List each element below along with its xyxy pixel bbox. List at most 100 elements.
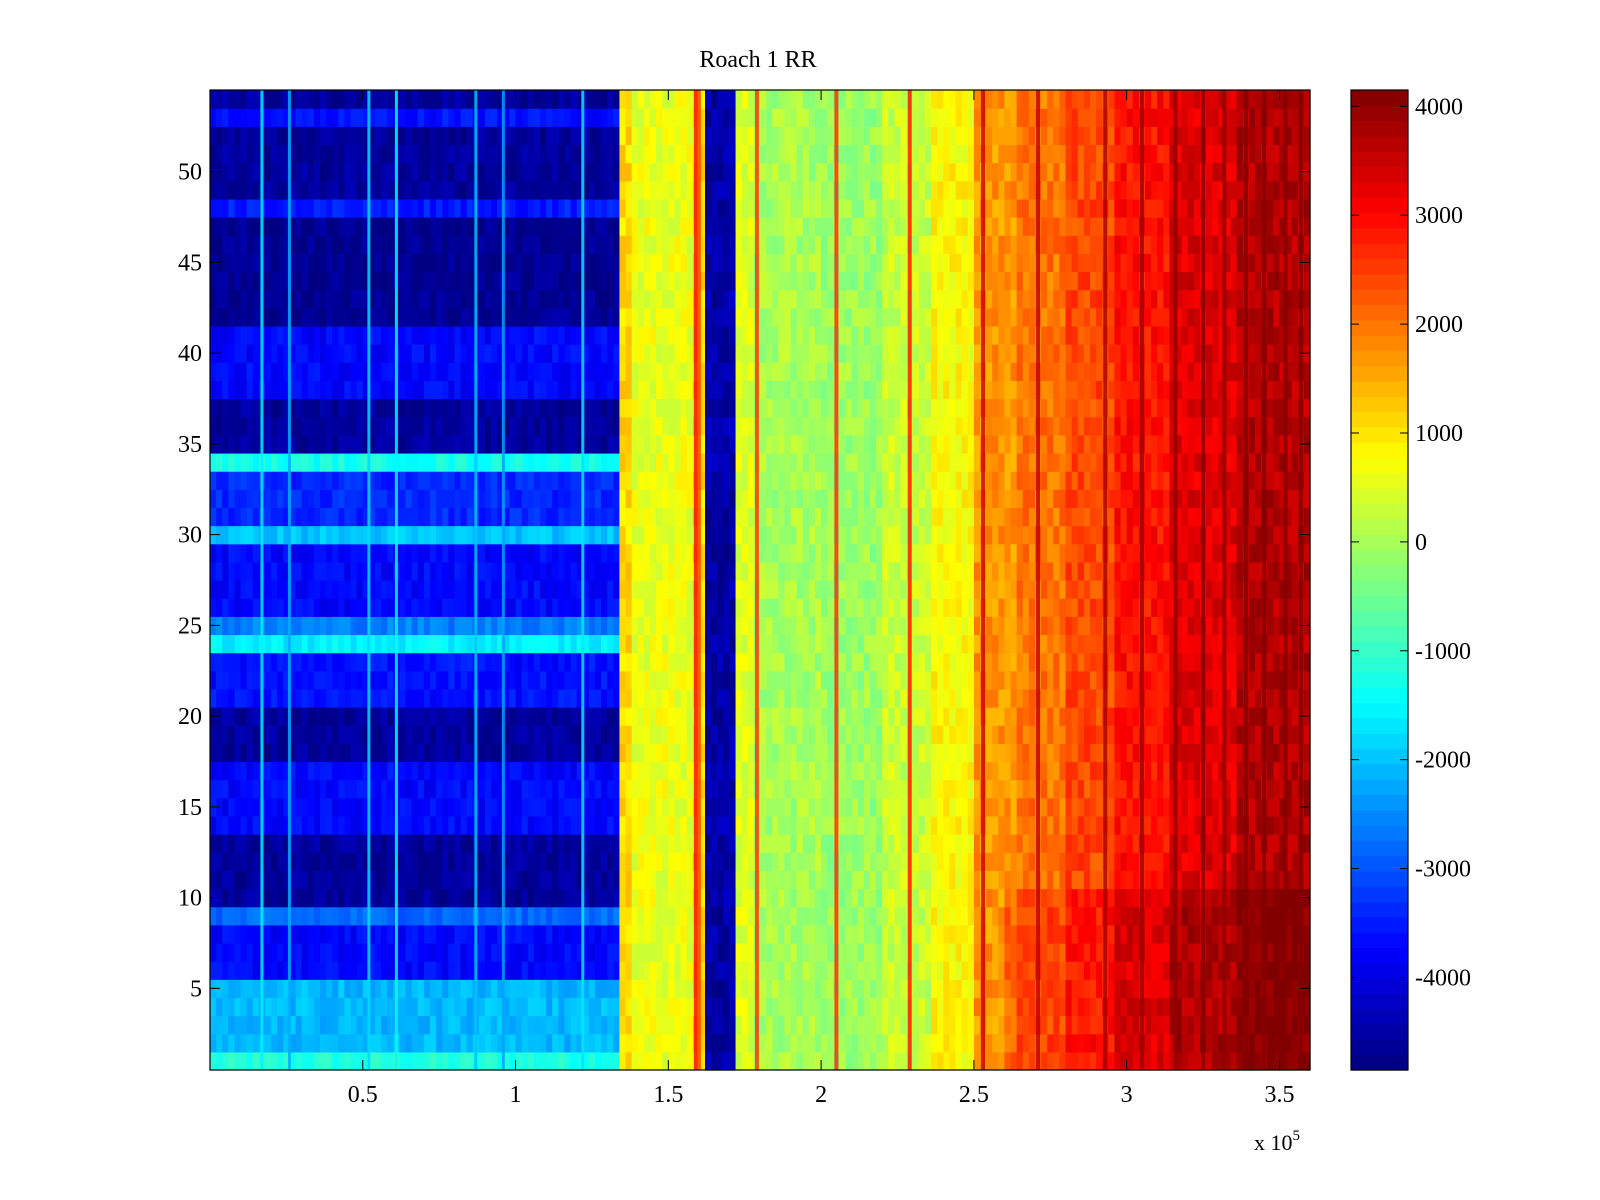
heatmap-cell [662, 834, 669, 853]
heatmap-cell [1291, 906, 1299, 926]
heatmap-cell [588, 761, 596, 781]
heatmap-cell [937, 743, 944, 763]
heatmap-cell [790, 688, 798, 708]
heatmap-cell [289, 979, 297, 999]
heatmap-cell [778, 924, 786, 944]
heatmap-cell [295, 997, 303, 1017]
heatmap-cell [967, 725, 975, 744]
heatmap-cell [839, 961, 847, 980]
heatmap-cell [656, 616, 663, 636]
heatmap-cell [863, 834, 871, 853]
heatmap-cell [1114, 725, 1122, 744]
heatmap-cell [967, 797, 975, 817]
heatmap-cell [1224, 997, 1232, 1017]
heatmap-cell [680, 561, 688, 581]
heatmap-cell [1279, 670, 1287, 690]
heatmap-cell [301, 961, 309, 980]
heatmap-cell [1193, 815, 1201, 835]
heatmap-cell [821, 670, 828, 690]
heatmap-cell [961, 761, 969, 781]
heatmap-cell [491, 888, 498, 908]
heatmap-cell [338, 688, 346, 708]
heatmap-cell [1279, 761, 1287, 781]
heatmap-cell [1096, 870, 1103, 890]
heatmap-cell [760, 761, 767, 781]
heatmap-cell [967, 761, 975, 781]
heatmap-cells [210, 90, 1311, 1071]
heatmap-cell [368, 598, 376, 617]
heatmap-cell [521, 688, 529, 708]
heatmap-cell [1108, 888, 1116, 908]
heatmap-cell [582, 634, 590, 654]
heatmap-cell [454, 688, 462, 708]
heatmap-cell [1163, 1051, 1171, 1071]
heatmap-cell [503, 834, 511, 853]
heatmap-cell [1047, 979, 1054, 999]
heatmap-cell [387, 924, 394, 944]
heatmap-cell [436, 888, 443, 908]
heatmap-cell [888, 1051, 896, 1071]
heatmap-cell [1175, 797, 1183, 817]
heatmap-cell [430, 634, 437, 654]
heatmap-cell [741, 852, 749, 871]
heatmap-cell [863, 815, 871, 835]
heatmap-cell [509, 942, 517, 962]
heatmap-cell [1132, 1015, 1140, 1035]
heatmap-cell [1218, 743, 1226, 763]
heatmap-cell [332, 961, 339, 980]
heatmap-cell [454, 707, 462, 726]
heatmap-cell [760, 924, 767, 944]
heatmap-cell [937, 761, 944, 781]
heatmap-cell [882, 815, 889, 835]
heatmap-cell [570, 870, 578, 890]
heatmap-cell [368, 1051, 376, 1071]
heatmap-cell [882, 942, 889, 962]
heatmap-cell [1053, 870, 1061, 890]
heatmap-cell [497, 761, 504, 781]
heatmap-cell [925, 924, 932, 944]
heatmap-cell [515, 688, 523, 708]
heatmap-cell [1041, 834, 1048, 853]
heatmap-cell [375, 652, 382, 672]
heatmap-cell [313, 924, 321, 944]
heatmap-cell [1120, 761, 1128, 781]
heatmap-cell [925, 707, 932, 726]
heatmap-cell [857, 561, 865, 581]
heatmap-cell [650, 561, 657, 581]
heatmap-cell [454, 1051, 462, 1071]
heatmap-cell [1157, 1051, 1164, 1071]
heatmap-cell [485, 961, 492, 980]
heatmap-cell [533, 652, 541, 672]
heatmap-cell [998, 961, 1006, 980]
heatmap-cell [1132, 961, 1140, 980]
heatmap-cell [1132, 670, 1140, 690]
heatmap-cell [460, 743, 468, 763]
heatmap-cell [344, 580, 352, 599]
heatmap-cell [277, 870, 284, 890]
heatmap-cell [381, 815, 388, 835]
heatmap-cell [246, 725, 254, 744]
heatmap-cell [1059, 688, 1067, 708]
heatmap-cell [338, 580, 346, 599]
heatmap-cell [350, 743, 358, 763]
heatmap-cell [368, 779, 376, 799]
heatmap-cell [240, 961, 248, 980]
heatmap-cell [631, 707, 639, 726]
heatmap-cell [955, 761, 963, 781]
heatmap-cell [246, 598, 254, 617]
heatmap-cell [1236, 852, 1244, 871]
heatmap-cell [937, 834, 944, 853]
heatmap-cell [1126, 1051, 1134, 1071]
heatmap-cell [1047, 1015, 1054, 1035]
heatmap-cell [1157, 652, 1164, 672]
heatmap-cell [851, 652, 859, 672]
heatmap-cell [381, 797, 388, 817]
heatmap-cell [900, 779, 908, 799]
heatmap-cell [705, 942, 712, 962]
heatmap-cell [503, 815, 511, 835]
heatmap-cell [1169, 834, 1177, 853]
heatmap-cell [1004, 580, 1012, 599]
heatmap-cell [772, 834, 779, 853]
heatmap-cell [1016, 652, 1024, 672]
heatmap-cell [436, 942, 443, 962]
